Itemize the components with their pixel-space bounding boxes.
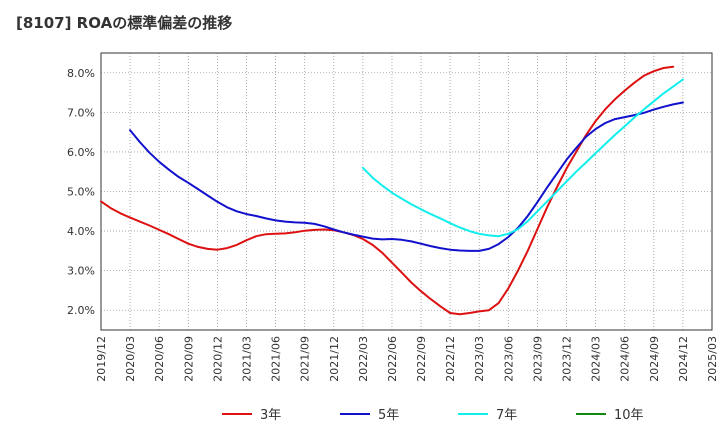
legend-label: 7年 xyxy=(496,408,517,423)
legend-label: 5年 xyxy=(378,408,399,423)
y-tick-label: 3.0% xyxy=(67,265,95,278)
legend-label: 3年 xyxy=(260,408,281,423)
legend: 3年 5年 7年 10年 xyxy=(222,408,644,423)
y-axis-ticks: 2.0% 3.0% 4.0% 5.0% 6.0% 7.0% 8.0% xyxy=(67,67,95,317)
y-tick-label: 2.0% xyxy=(67,304,95,317)
x-tick-label: 2023/06 xyxy=(502,336,515,382)
x-tick-label: 2024/12 xyxy=(677,336,690,382)
x-tick-label: 2022/09 xyxy=(415,336,428,382)
x-tick-label: 2021/06 xyxy=(270,336,283,382)
x-tick-label: 2019/12 xyxy=(95,336,108,382)
x-tick-label: 2021/12 xyxy=(328,336,341,382)
y-tick-label: 7.0% xyxy=(67,106,95,119)
x-tick-label: 2024/06 xyxy=(619,336,632,382)
x-tick-label: 2020/06 xyxy=(153,336,166,382)
y-tick-label: 4.0% xyxy=(67,225,95,238)
chart-title: [8107] ROAの標準偏差の推移 xyxy=(16,14,233,32)
x-tick-label: 2023/12 xyxy=(561,336,574,382)
y-tick-label: 5.0% xyxy=(67,186,95,199)
x-tick-label: 2022/12 xyxy=(444,336,457,382)
x-tick-label: 2021/09 xyxy=(299,336,312,382)
x-tick-label: 2020/03 xyxy=(124,336,137,382)
series-line-3 xyxy=(361,78,684,238)
x-tick-label: 2022/06 xyxy=(386,336,399,382)
x-tick-label: 2025/03 xyxy=(706,336,719,382)
x-tick-label: 2024/03 xyxy=(590,336,603,382)
legend-label: 10年 xyxy=(614,408,644,423)
x-tick-label: 2023/09 xyxy=(531,336,544,382)
x-tick-label: 2020/09 xyxy=(182,336,195,382)
x-tick-label: 2022/03 xyxy=(357,336,370,382)
series-lines xyxy=(100,65,684,316)
series-line-2 xyxy=(129,101,684,252)
y-tick-label: 6.0% xyxy=(67,146,95,159)
x-tick-label: 2021/03 xyxy=(240,336,253,382)
series-line-1 xyxy=(100,65,675,316)
x-axis-ticks: 2019/12 2020/03 2020/06 2020/09 2020/12 2021/… xyxy=(95,336,719,382)
x-tick-label: 2024/09 xyxy=(648,336,661,382)
y-tick-label: 8.0% xyxy=(67,67,95,80)
x-tick-label: 2020/12 xyxy=(211,336,224,382)
plot-area xyxy=(100,52,713,331)
x-tick-label: 2023/03 xyxy=(473,336,486,382)
